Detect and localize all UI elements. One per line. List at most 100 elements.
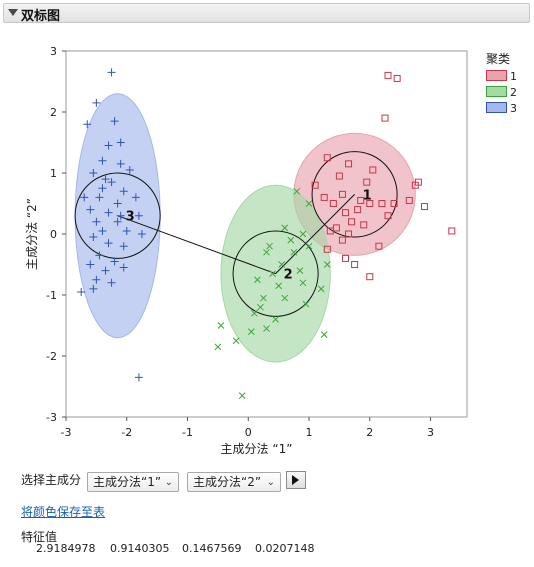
data-point-c3-3: [110, 117, 119, 126]
data-point-c2-5: [278, 261, 286, 268]
component-x-dropdown[interactable]: 主成分法“1” ⌄: [87, 472, 179, 492]
data-point-c1-8: [320, 193, 328, 201]
data-point-c1-32: [369, 166, 377, 174]
data-point-c1-21: [360, 221, 368, 229]
data-point-c1-14: [390, 200, 398, 207]
x-tick-label: 1: [306, 426, 313, 439]
cluster-label-2: 2: [284, 268, 293, 283]
legend-label-2: 2: [510, 86, 517, 99]
cluster-label-1: 1: [363, 188, 372, 203]
data-point-c3-21: [113, 217, 122, 226]
data-point-c3-13: [80, 193, 89, 202]
data-point-c2-19: [214, 343, 222, 351]
eigenvalue-3: 0.1467569: [182, 542, 242, 555]
component-y-dropdown[interactable]: 主成分法“2” ⌄: [187, 472, 281, 492]
data-point-c2-15: [263, 325, 270, 332]
data-point-c1-34: [335, 172, 343, 180]
save-colors-link[interactable]: 将颜色保存至表: [21, 505, 106, 519]
data-point-c1-30: [332, 224, 340, 232]
data-point-c3-17: [104, 208, 113, 217]
report-title-bar[interactable]: 双标图: [3, 3, 530, 24]
data-point-c3-37: [134, 373, 143, 382]
data-point-c3-39: [98, 184, 107, 193]
data-point-c3-9: [89, 169, 98, 177]
select-components-label: 选择主成分: [21, 473, 82, 487]
data-point-c2-11: [281, 294, 289, 302]
x-axis-label: 主成分法 “1”: [221, 442, 293, 456]
legend-swatch-2: [486, 86, 507, 97]
data-point-c3-34: [107, 278, 116, 287]
x-tick-label: -3: [61, 426, 72, 439]
data-point-c1-18: [420, 203, 428, 211]
legend-label-1: 1: [510, 70, 517, 83]
eigenvalues-title: 特征值: [21, 530, 58, 544]
legend-item-cluster-1[interactable]: 1: [486, 70, 517, 83]
data-point-c3-12: [119, 187, 128, 196]
apply-button[interactable]: [286, 471, 306, 489]
data-point-c1-28: [366, 273, 374, 281]
data-point-c3-35: [77, 287, 86, 296]
legend-label-3: 3: [510, 102, 517, 115]
component-x-value: 主成分法“1”: [93, 475, 162, 489]
data-point-c3-10: [101, 175, 110, 184]
biplot-chart: 1 2 3 -3 -2 -1 0 1 2 3 3 2 1 0 -1 -2 -3 主成分法 “1” 主成分法 “2”: [25, 45, 468, 456]
data-point-c1-25: [341, 254, 349, 262]
data-point-c1-29: [448, 227, 456, 235]
data-point-c2-28: [257, 303, 264, 311]
eigenvalue-1: 2.9184978: [36, 542, 96, 555]
y-tick-label: 1: [50, 167, 57, 180]
data-point-c2-26: [287, 236, 295, 244]
data-point-c1-0: [384, 71, 392, 79]
data-point-c3-36: [89, 284, 98, 293]
data-point-c3-22: [98, 226, 107, 235]
y-tick-label: 2: [50, 106, 57, 119]
data-point-c1-16: [341, 209, 349, 217]
data-point-c3-6: [98, 156, 107, 165]
data-point-c1-1: [393, 74, 401, 82]
cluster-circle-3: [74, 172, 161, 259]
data-point-c3-31: [101, 266, 110, 275]
eigenvalue-4: 0.0207148: [255, 542, 315, 555]
y-tick-label: -2: [46, 350, 57, 363]
data-point-c3-27: [119, 242, 128, 251]
data-point-c2-10: [260, 294, 267, 302]
data-point-c2-8: [299, 279, 307, 287]
data-point-c3-14: [95, 193, 104, 202]
data-point-c3-25: [89, 233, 98, 242]
y-axis-label: 主成分法 “2”: [25, 198, 39, 270]
x-tick-label: -1: [182, 426, 193, 439]
y-tick-label: 0: [50, 228, 57, 241]
data-point-c3-28: [95, 251, 104, 260]
data-point-c3-33: [92, 275, 101, 284]
data-point-c1-9: [338, 190, 346, 198]
data-point-c3-30: [86, 260, 95, 269]
data-point-c1-31: [345, 230, 353, 238]
data-point-c1-3: [323, 154, 331, 162]
legend-item-cluster-3[interactable]: 3: [486, 102, 517, 115]
data-point-c1-6: [411, 181, 419, 189]
data-point-c1-33: [363, 178, 371, 186]
data-point-c3-20: [92, 217, 101, 226]
data-point-c2-14: [272, 316, 279, 323]
data-point-c2-22: [305, 200, 313, 207]
data-point-c2-29: [296, 267, 304, 274]
data-point-c1-4: [345, 160, 353, 168]
data-point-c3-8: [125, 165, 134, 174]
y-tick-label: -3: [46, 411, 57, 424]
disclosure-triangle-icon[interactable]: [8, 9, 18, 16]
data-point-c3-19: [134, 211, 143, 220]
data-point-c2-13: [250, 309, 258, 317]
data-point-c2-1: [299, 230, 307, 238]
data-point-c2-3: [290, 248, 298, 256]
legend-item-cluster-2[interactable]: 2: [486, 86, 517, 99]
data-point-c1-23: [338, 236, 346, 244]
data-point-c2-12: [302, 300, 310, 308]
legend-swatch-1: [486, 70, 507, 81]
data-point-c2-9: [317, 285, 325, 293]
data-point-c1-17: [354, 206, 362, 214]
play-arrow-icon: [292, 475, 299, 485]
data-point-c1-7: [311, 181, 319, 189]
eigenvalue-2: 0.9140305: [110, 542, 170, 555]
data-point-c2-4: [263, 248, 270, 256]
data-point-c1-12: [366, 200, 374, 207]
